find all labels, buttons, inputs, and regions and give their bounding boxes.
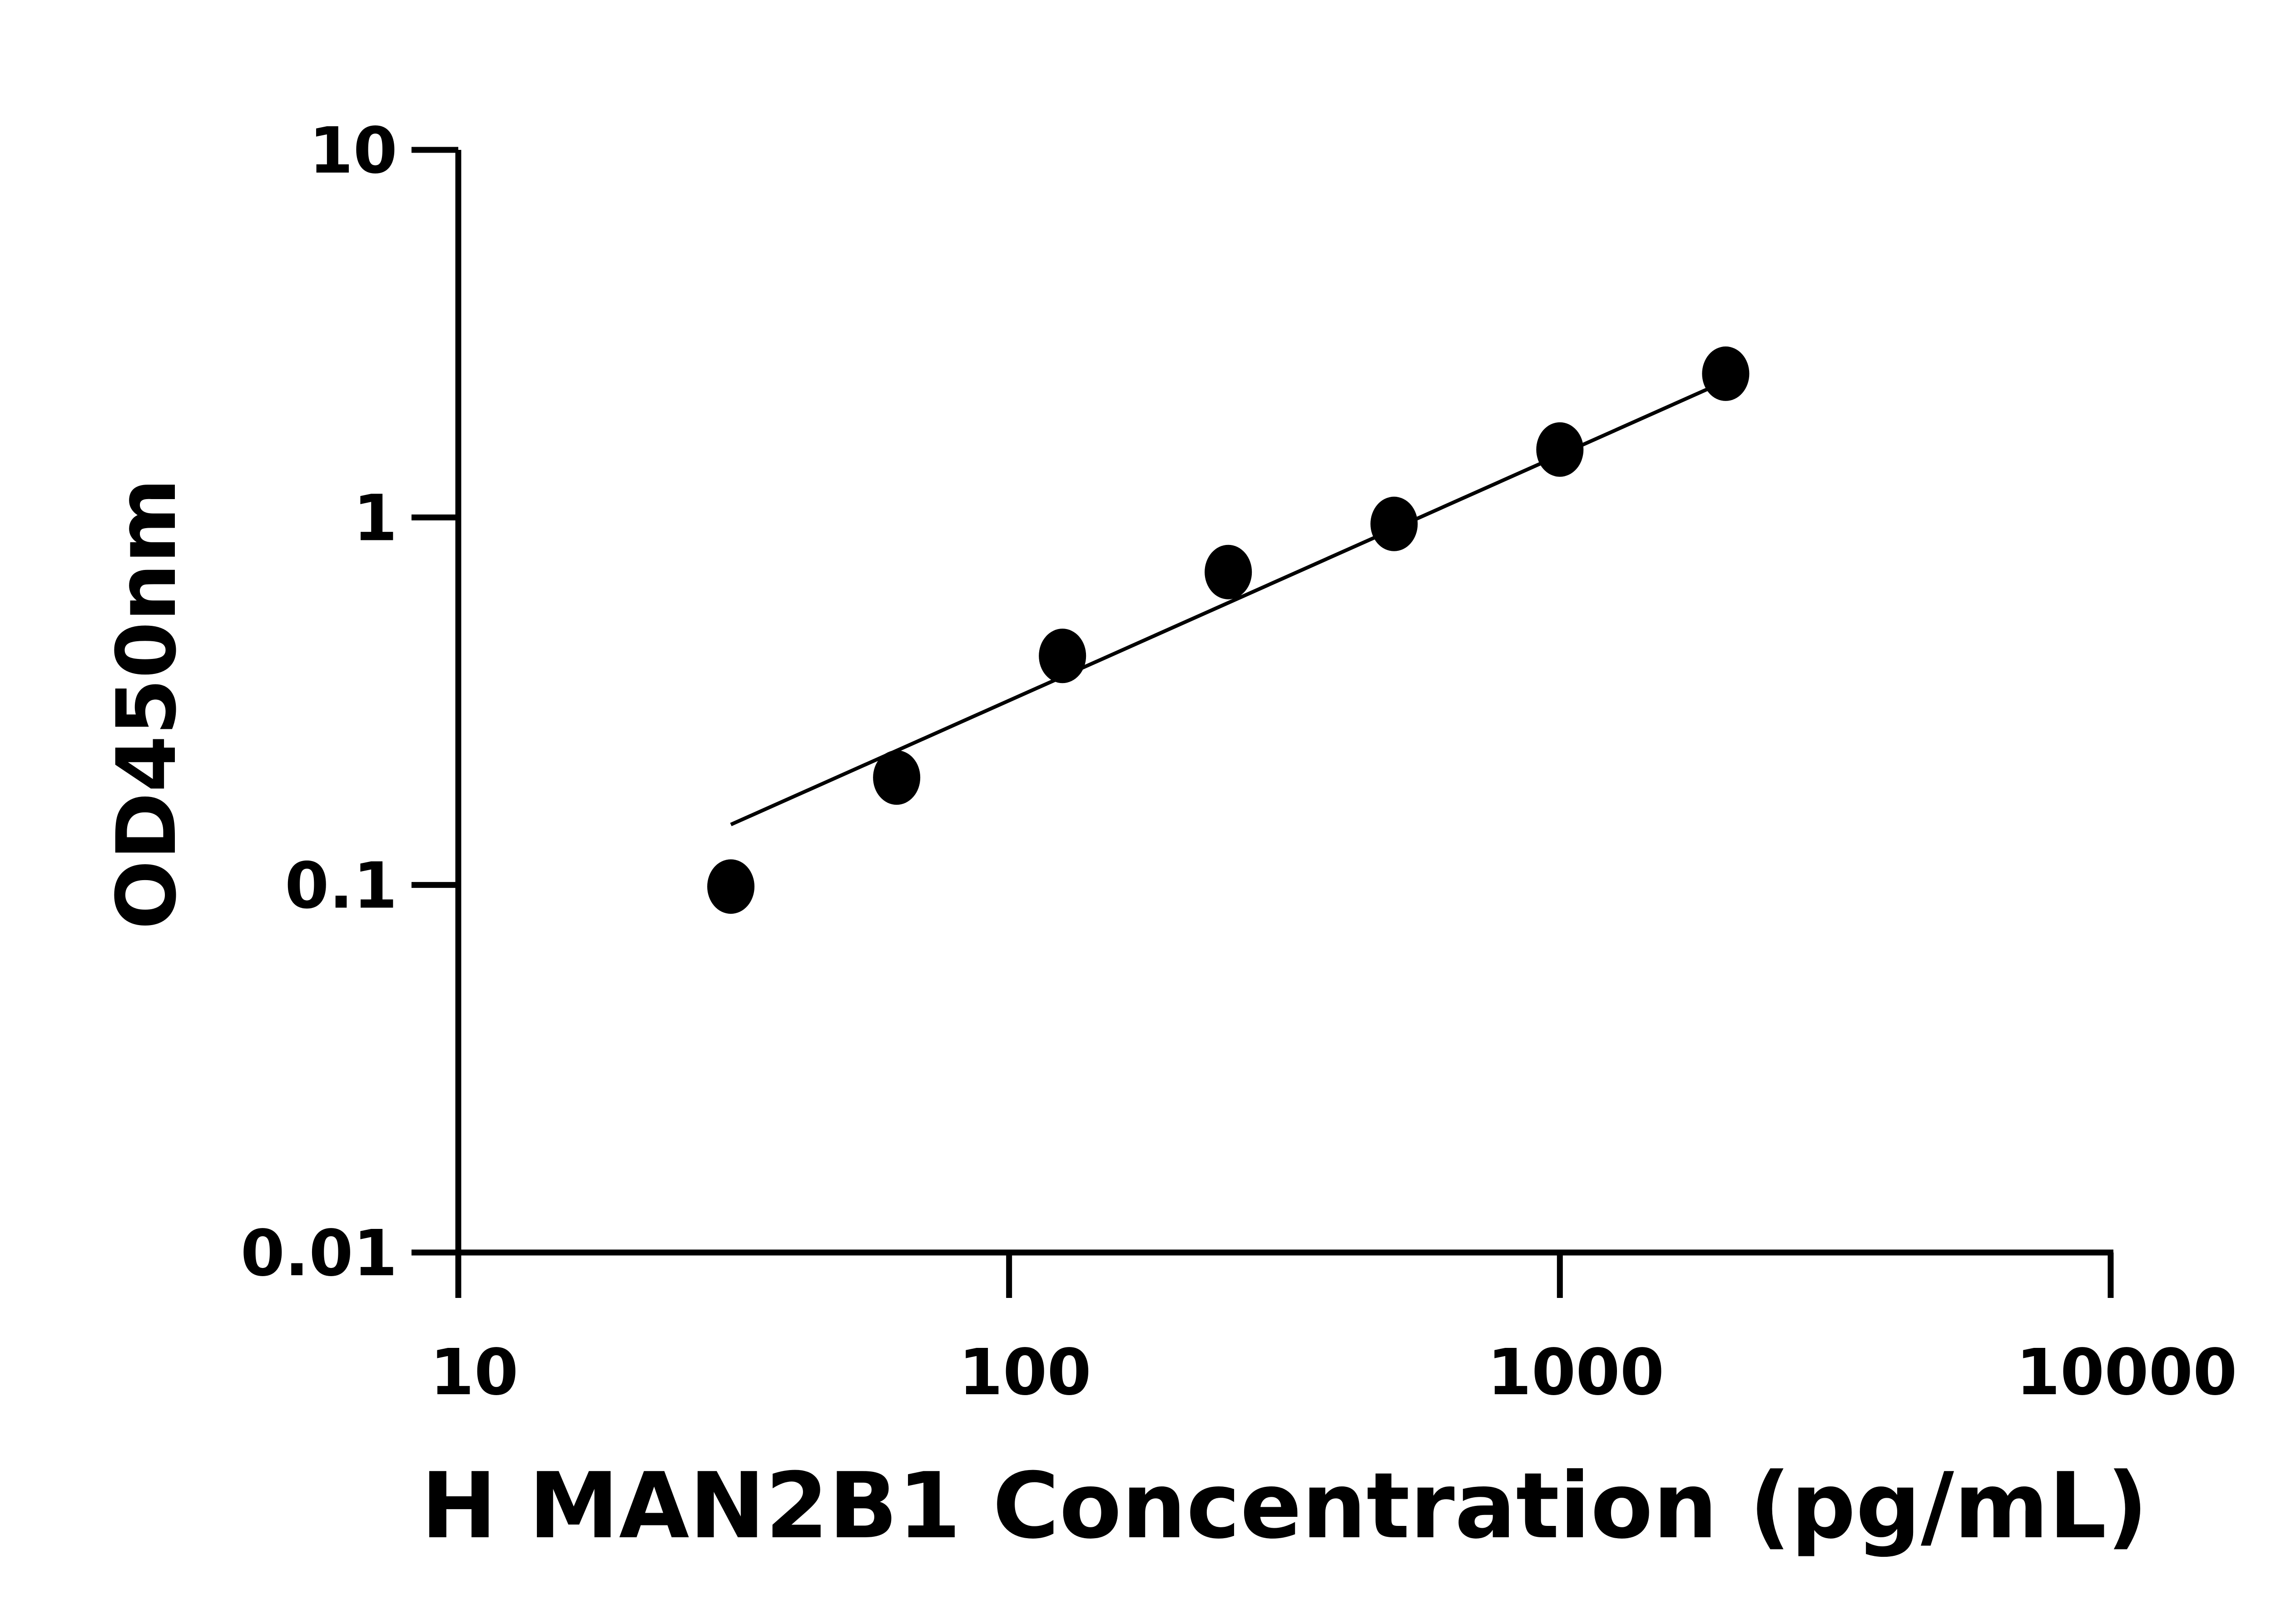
data-point — [707, 859, 755, 914]
data-point — [1702, 346, 1750, 401]
data-points — [707, 346, 1750, 914]
axes: 10 100 1000 10000 0.01 0.1 1 10 — [241, 114, 2237, 1410]
x-tick-label: 1000 — [1488, 1336, 1665, 1410]
y-tick-label: 1 — [353, 481, 397, 555]
y-tick-label: 10 — [309, 114, 397, 188]
x-axis-title: H MAN2B1 Concentration (pg/mL) — [421, 1453, 2148, 1559]
y-tick-label: 0.1 — [285, 849, 397, 923]
data-point — [1370, 496, 1418, 551]
data-point — [1205, 545, 1252, 599]
data-point — [1536, 422, 1584, 477]
x-tick-label: 10 — [430, 1336, 519, 1410]
x-tick-label: 100 — [959, 1336, 1091, 1410]
data-point — [873, 750, 921, 805]
data-point — [1039, 629, 1086, 683]
y-axis-title: OD450nm — [99, 478, 194, 930]
x-tick-label: 10000 — [2016, 1336, 2237, 1410]
y-tick-label: 0.01 — [241, 1217, 397, 1291]
